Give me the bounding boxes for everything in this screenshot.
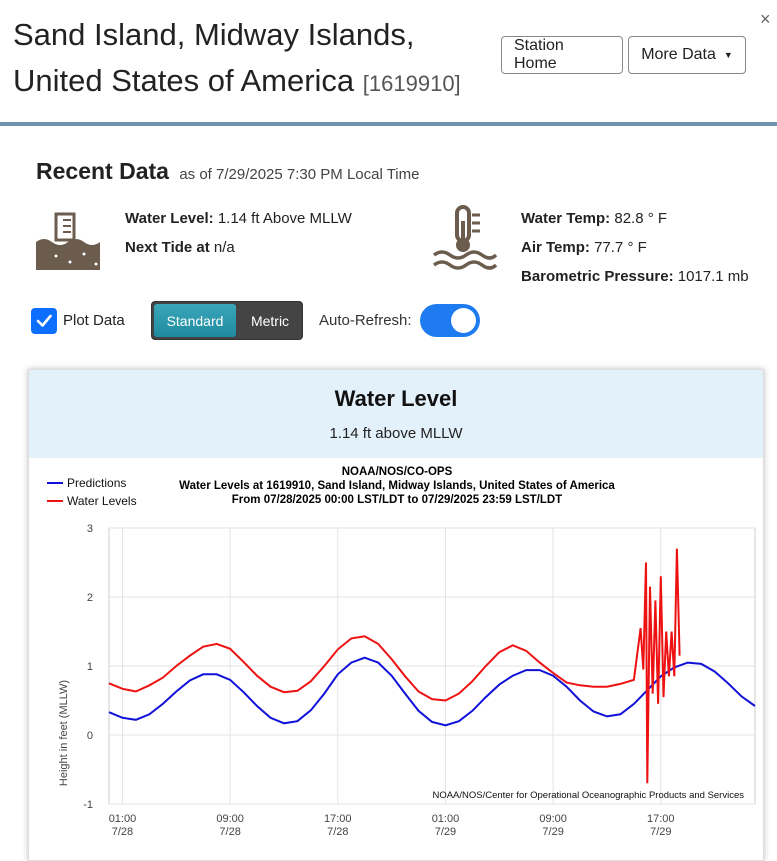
plot-data-label[interactable]: Plot Data (63, 312, 125, 329)
water-level-gauge-icon (36, 212, 100, 270)
legend-predictions-label: Predictions (67, 476, 126, 490)
plot-data-checkbox[interactable] (31, 308, 57, 334)
chart-credit: NOAA/NOS/Center for Operational Oceanogr… (432, 790, 744, 801)
card-subtitle: 1.14 ft above MLLW (329, 425, 463, 442)
air-temp-label: Air Temp: (521, 239, 590, 256)
x-tick-date: 7/28 (327, 826, 348, 838)
station-title: Sand Island, Midway Islands, United Stat… (13, 12, 493, 107)
toggle-knob (451, 308, 476, 333)
x-tick-date: 7/29 (435, 826, 456, 838)
water-level-label: Water Level: (125, 210, 214, 227)
more-data-label: More Data (641, 46, 716, 63)
x-tick-time: 01:00 (109, 813, 137, 825)
chart-title: NOAA/NOS/CO-OPS (342, 466, 453, 478)
card-header: Water Level 1.14 ft above MLLW (29, 370, 763, 458)
x-tick-date: 7/28 (112, 826, 133, 838)
air-temp-reading: Air Temp: 77.7 ° F (521, 239, 647, 256)
station-title-line2: United States of America (13, 63, 355, 98)
caret-down-icon: ▼ (723, 50, 733, 60)
y-tick-label: 1 (87, 661, 93, 673)
pressure-value: 1017.1 mb (677, 268, 749, 285)
x-tick-time: 17:00 (324, 813, 352, 825)
more-data-dropdown-button[interactable]: More Data ▼ (628, 36, 746, 74)
water-temp-value: 82.8 ° F (614, 210, 668, 227)
auto-refresh-toggle[interactable] (420, 304, 480, 337)
station-home-button[interactable]: Station Home (501, 36, 623, 74)
recent-data-timestamp: as of 7/29/2025 7:30 PM Local Time (179, 166, 420, 183)
x-tick-time: 01:00 (432, 813, 460, 825)
chart-subtitle-line2: From 07/28/2025 00:00 LST/LDT to 07/29/2… (232, 494, 562, 506)
recent-data-heading: Recent Data as of 7/29/2025 7:30 PM Loca… (36, 158, 419, 185)
close-icon[interactable]: × (760, 9, 771, 29)
thermometer-water-icon (432, 205, 498, 270)
station-header: Sand Island, Midway Islands, United Stat… (0, 0, 777, 126)
next-tide-value: n/a (213, 239, 235, 256)
chart-subtitle-line1: Water Levels at 1619910, Sand Island, Mi… (179, 480, 615, 492)
water-level-card: Water Level 1.14 ft above MLLW Predictio… (28, 369, 764, 861)
x-tick-date: 7/28 (219, 826, 240, 838)
auto-refresh-label: Auto-Refresh: (319, 312, 412, 329)
recent-data-title: Recent Data (36, 158, 169, 184)
water-temp-label: Water Temp: (521, 210, 611, 227)
water-level-chart: Predictions Water Levels NOAA/NOS/CO-OPS… (47, 466, 756, 838)
card-title: Water Level (334, 386, 458, 411)
station-id: [1619910] (362, 71, 461, 96)
pressure-label: Barometric Pressure: (521, 268, 674, 285)
pressure-reading: Barometric Pressure: 1017.1 mb (521, 268, 749, 285)
chart-y-axis-label: Height in feet (MLLW) (58, 680, 70, 786)
x-tick-date: 7/29 (650, 826, 671, 838)
unit-toggle-group: Standard Metric (151, 301, 303, 340)
water-levels-series-line (108, 548, 681, 784)
station-home-label: Station Home (514, 37, 564, 72)
checkmark-icon (36, 314, 52, 327)
y-tick-label: 3 (87, 523, 93, 535)
next-tide-label: Next Tide at (125, 239, 210, 256)
chart-legend: Predictions Water Levels (47, 476, 137, 508)
unit-metric-button[interactable]: Metric (250, 312, 290, 329)
x-tick-time: 17:00 (647, 813, 675, 825)
x-tick-date: 7/29 (542, 826, 563, 838)
x-tick-time: 09:00 (539, 813, 567, 825)
air-temp-value: 77.7 ° F (594, 239, 647, 256)
station-title-line1: Sand Island, Midway Islands, (13, 17, 415, 52)
water-level-reading: Water Level: 1.14 ft Above MLLW (125, 210, 352, 227)
y-tick-label: -1 (83, 799, 93, 811)
water-temp-reading: Water Temp: 82.8 ° F (521, 210, 667, 227)
plot-controls: Plot Data Standard Metric Auto-Refresh: (31, 301, 491, 341)
x-tick-time: 09:00 (216, 813, 244, 825)
next-tide-reading: Next Tide at n/a (125, 239, 235, 256)
unit-standard-button[interactable]: Standard (154, 304, 236, 337)
y-tick-label: 2 (87, 592, 93, 604)
y-tick-label: 0 (87, 730, 93, 742)
water-level-value: 1.14 ft Above MLLW (217, 210, 352, 227)
legend-water-levels-label: Water Levels (67, 494, 137, 508)
